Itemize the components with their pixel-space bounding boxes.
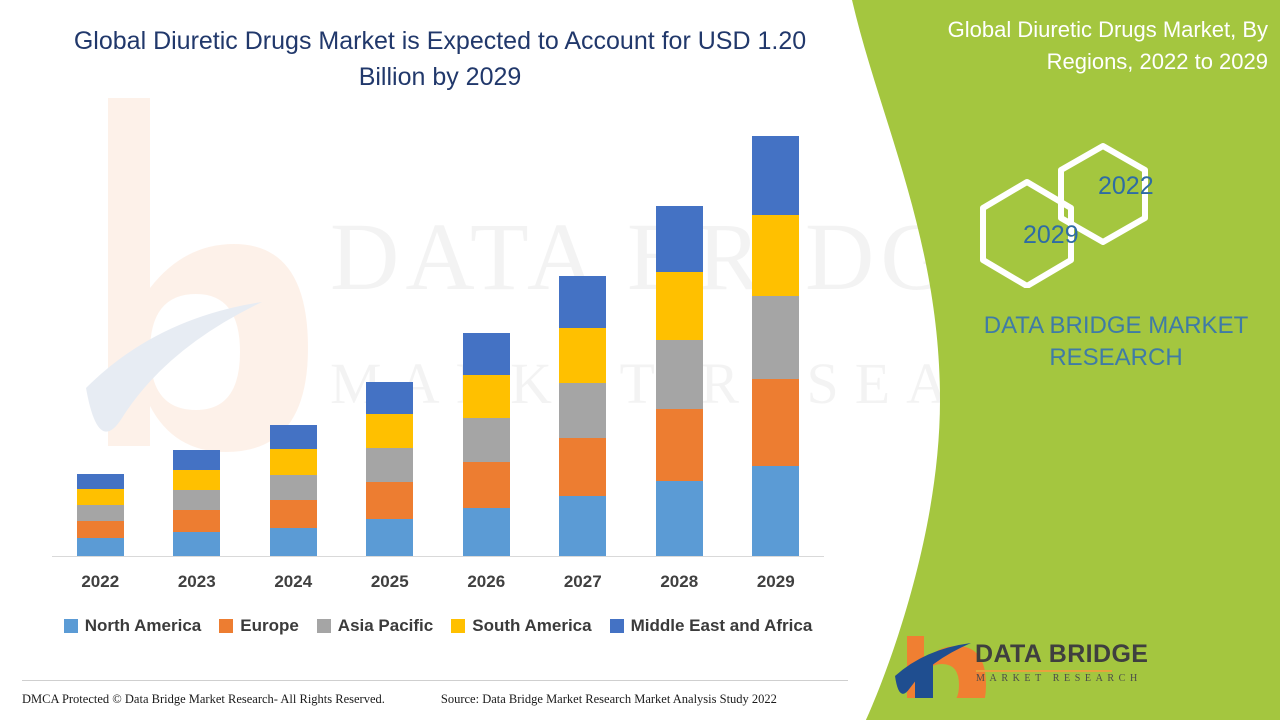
x-axis-line [52, 556, 824, 557]
bar-segment-north-america [462, 508, 510, 556]
bar-column-2022 [52, 120, 149, 556]
legend-swatch-icon [316, 619, 331, 633]
hexagon-2022-shape [1058, 143, 1148, 245]
hexagon-2029-shape [980, 179, 1074, 289]
bar-segment-middle-east-and-africa [366, 381, 414, 415]
legend-item-middle-east-and-africa[interactable]: Middle East and Africa [609, 616, 813, 636]
legend-swatch-icon [609, 619, 624, 633]
bar-segment-north-america [76, 537, 124, 556]
x-axis-label-2028: 2028 [660, 572, 699, 591]
bar-segment-asia-pacific [655, 339, 703, 409]
bar-column-2029 [728, 120, 825, 556]
bar-segment-south-america [366, 414, 414, 448]
bar-segment-europe [173, 510, 221, 533]
legend-swatch-icon [451, 619, 466, 633]
bar-column-2025 [342, 120, 439, 556]
bar-segment-south-america [655, 272, 703, 340]
bar-segment-europe [462, 461, 510, 509]
bar-segment-europe [366, 482, 414, 519]
bar-stack [269, 424, 317, 556]
legend-swatch-icon [63, 619, 78, 633]
bar-stack [173, 450, 221, 556]
legend-item-asia-pacific[interactable]: Asia Pacific [316, 616, 434, 636]
hexagon-2029-label: 2029 [1023, 221, 1079, 249]
bar-stack [462, 332, 510, 556]
bar-column-2026 [438, 120, 535, 556]
bar-stack [366, 381, 414, 556]
footer-divider [22, 680, 848, 681]
x-axis-label-2027: 2027 [563, 572, 602, 591]
bar-stack [559, 275, 607, 556]
bar-segment-north-america [269, 527, 317, 556]
bar-segment-north-america [752, 465, 800, 556]
page-title: Global Diuretic Drugs Market is Expected… [73, 27, 807, 91]
panel-title: Global Diuretic Drugs Market, By Regions… [947, 17, 1268, 74]
bar-segment-south-america [462, 374, 510, 418]
bar-segment-middle-east-and-africa [752, 136, 800, 216]
bar-segment-asia-pacific [173, 489, 221, 511]
bar-segment-europe [655, 408, 703, 482]
x-axis-label-2026: 2026 [467, 572, 506, 591]
bar-segment-north-america [173, 532, 221, 556]
bar-segment-south-america [752, 215, 800, 297]
legend-item-north-america[interactable]: North America [63, 616, 202, 636]
logo-divider [976, 670, 1112, 672]
bar-column-2027 [535, 120, 632, 556]
bar-segment-europe [559, 437, 607, 496]
bar-stack [655, 206, 703, 556]
dmca-notice: DMCA Protected © Data Bridge Market Rese… [22, 691, 385, 706]
bar-segment-south-america [559, 328, 607, 383]
hexagon-2022-label: 2022 [1098, 172, 1154, 200]
source-note: Source: Data Bridge Market Research Mark… [440, 691, 777, 706]
bar-segment-north-america [366, 518, 414, 556]
legend-item-south-america[interactable]: South America [451, 616, 592, 636]
bar-segment-asia-pacific [366, 447, 414, 483]
bar-segment-asia-pacific [76, 504, 124, 521]
bar-segment-asia-pacific [752, 296, 800, 379]
bar-segment-north-america [559, 495, 607, 556]
bar-column-2028 [631, 120, 728, 556]
x-axis-label-2023: 2023 [177, 572, 216, 591]
legend-label: North America [84, 616, 202, 635]
hexagon-badges [975, 138, 1175, 289]
bar-stack [752, 136, 800, 556]
stacked-bar-chart [52, 120, 824, 556]
bar-stack [76, 473, 124, 556]
bar-segment-south-america [269, 449, 317, 475]
bar-segment-europe [752, 379, 800, 466]
x-axis-label-2025: 2025 [370, 572, 409, 591]
brand-name: DATA BRIDGE MARKET RESEARCH [983, 312, 1249, 372]
footer: DMCA Protected © Data Bridge Market Rese… [22, 686, 848, 712]
x-axis-labels: 2022 2023 2024 2025 2026 2027 2028 2029 [52, 572, 824, 592]
bar-segment-middle-east-and-africa [269, 424, 317, 450]
x-axis-label-2029: 2029 [756, 572, 795, 591]
legend-item-europe[interactable]: Europe [219, 616, 299, 636]
x-axis-label-2022: 2022 [81, 572, 120, 591]
bar-segment-asia-pacific [462, 417, 510, 462]
bar-segment-middle-east-and-africa [655, 206, 703, 273]
bar-segment-asia-pacific [559, 382, 607, 438]
bar-segment-middle-east-and-africa [76, 473, 124, 489]
bar-segment-europe [269, 500, 317, 528]
legend-swatch-icon [219, 619, 234, 633]
chart-legend: North America Europe Asia Pacific South Ame… [52, 616, 824, 636]
bar-segment-north-america [655, 481, 703, 556]
legend-label: Middle East and Africa [630, 616, 813, 635]
bar-segment-south-america [76, 488, 124, 505]
bar-segment-middle-east-and-africa [462, 332, 510, 375]
bar-segment-middle-east-and-africa [173, 450, 221, 470]
legend-label: South America [472, 616, 592, 635]
x-axis-label-2024: 2024 [274, 572, 313, 591]
bar-segment-europe [76, 520, 124, 538]
bar-segment-middle-east-and-africa [559, 275, 607, 329]
bar-column-2023 [149, 120, 246, 556]
logo-subtitle: MARKET RESEARCH [976, 673, 1142, 684]
bar-segment-south-america [173, 469, 221, 490]
bar-column-2024 [245, 120, 342, 556]
legend-label: Europe [240, 616, 299, 635]
bar-segment-asia-pacific [269, 474, 317, 501]
legend-label: Asia Pacific [337, 616, 434, 635]
logo-wordmark: DATA BRIDGE [975, 640, 1149, 668]
